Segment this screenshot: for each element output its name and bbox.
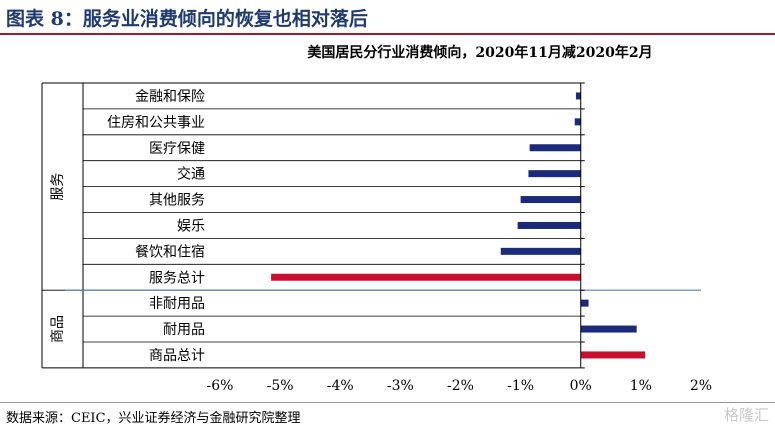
group-label: 服务 bbox=[50, 173, 66, 201]
bar bbox=[580, 325, 637, 333]
category-label: 商品总计 bbox=[149, 348, 205, 364]
bar bbox=[528, 170, 581, 178]
source-rule bbox=[0, 402, 775, 403]
bar bbox=[271, 273, 581, 281]
bar bbox=[500, 247, 581, 255]
x-tick-label: 0% bbox=[570, 378, 592, 394]
x-tick-label: -1% bbox=[507, 378, 534, 394]
category-label: 交通 bbox=[177, 166, 205, 183]
group-label: 商品 bbox=[50, 315, 66, 343]
category-label: 医疗保健 bbox=[149, 141, 205, 157]
category-label: 非耐用品 bbox=[149, 296, 205, 312]
bar bbox=[574, 118, 581, 126]
bar bbox=[529, 144, 581, 152]
x-tick-label: 2% bbox=[690, 378, 712, 394]
title-rule bbox=[0, 33, 775, 35]
bar bbox=[517, 221, 581, 229]
chart-title: 美国居民分行业消费倾向，2020年11月减2020年2月 bbox=[307, 45, 653, 61]
bar bbox=[580, 351, 646, 359]
category-label: 娱乐 bbox=[177, 218, 205, 234]
x-tick-label: -4% bbox=[327, 378, 354, 394]
category-label: 金融和保险 bbox=[135, 89, 205, 105]
category-label: 服务总计 bbox=[149, 270, 205, 286]
bar bbox=[575, 92, 581, 100]
x-tick-label: 1% bbox=[630, 378, 652, 394]
x-tick-label: -6% bbox=[207, 378, 234, 394]
category-label: 餐饮和住宿 bbox=[135, 243, 205, 260]
source-note: 数据来源：CEIC，兴业证券经济与金融研究院整理 bbox=[6, 411, 301, 426]
bar bbox=[520, 196, 581, 204]
category-label: 耐用品 bbox=[163, 322, 205, 338]
x-tick-label: -2% bbox=[447, 378, 474, 394]
x-tick-label: -5% bbox=[267, 378, 294, 394]
category-label: 其他服务 bbox=[149, 193, 205, 209]
figure-title: 图表 8：服务业消费倾向的恢复也相对落后 bbox=[6, 8, 368, 30]
x-tick-label: -3% bbox=[387, 378, 414, 394]
bar bbox=[580, 299, 589, 307]
category-label: 住房和公共事业 bbox=[107, 115, 205, 131]
watermark-logo: 格隆汇 bbox=[723, 406, 769, 424]
